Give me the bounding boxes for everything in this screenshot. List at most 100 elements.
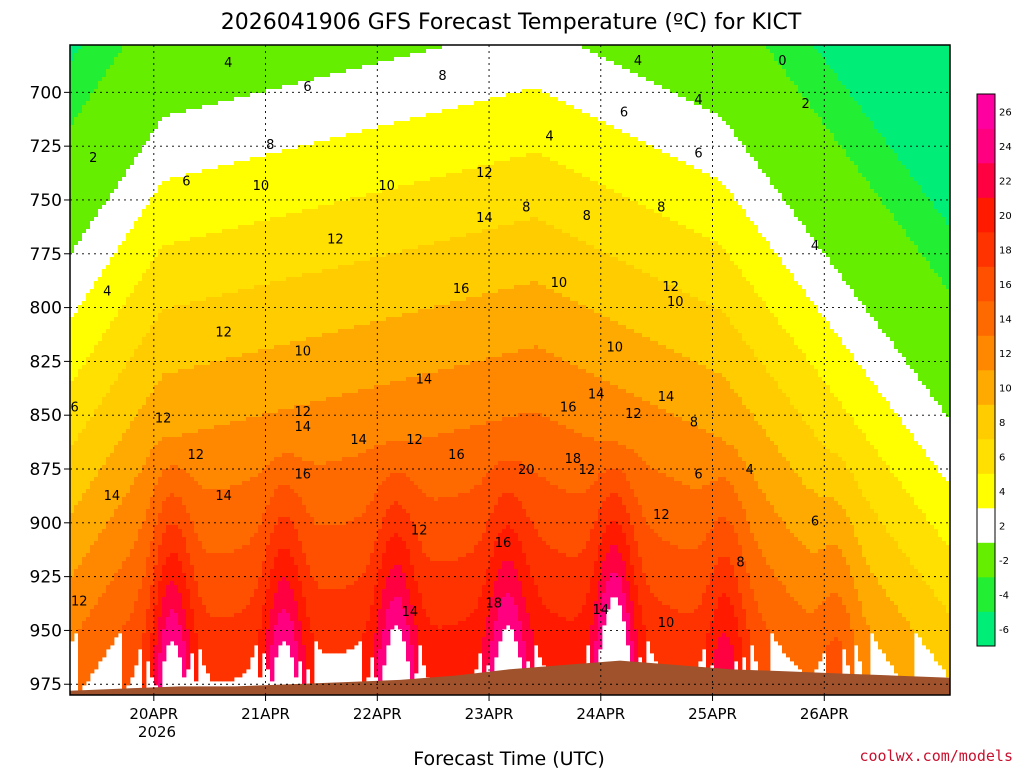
field-cell [370,449,375,502]
field-cell [658,345,663,410]
field-cell [694,169,699,234]
field-cell [454,625,459,690]
field-cell [702,485,707,542]
field-cell [566,429,571,494]
field-cell [694,489,699,550]
field-cell [426,45,431,50]
field-cell [758,45,763,170]
field-cell [718,117,723,182]
field-cell [90,609,95,674]
field-cell [558,617,563,682]
field-cell [810,553,815,614]
field-cell [338,73,343,138]
field-cell [70,253,75,318]
field-cell [366,621,371,678]
field-cell [718,557,723,598]
field-cell [794,345,799,410]
field-cell [110,581,115,646]
colorbar-tick-label: -6 [999,625,1009,636]
field-cell [486,357,491,422]
field-cell [558,229,563,294]
field-cell [366,129,371,194]
field-cell [474,169,479,234]
field-cell [674,93,679,158]
field-cell [946,613,950,678]
field-cell [198,597,203,650]
field-cell [526,565,531,614]
field-cell [450,237,455,302]
field-cell [630,201,635,266]
field-cell [162,45,167,118]
isotherm-label: 12 [71,594,88,609]
field-cell [714,565,719,610]
field-cell [534,413,539,474]
field-cell [178,625,183,658]
field-cell [742,509,747,562]
field-cell [386,385,391,442]
colorbar-swatch [977,94,995,129]
field-cell [266,505,271,546]
field-cell [130,549,135,614]
field-cell [318,401,323,466]
field-cell [274,557,279,594]
field-cell [662,153,667,218]
field-cell [682,421,687,486]
field-cell [170,525,175,554]
field-cell [194,301,199,366]
field-cell [514,497,519,534]
field-cell [726,189,731,254]
field-cell [762,365,767,430]
field-cell [138,217,143,282]
field-cell [374,585,379,634]
field-cell [98,45,103,82]
isotherm-label: 6 [303,80,311,95]
field-cell [114,253,119,318]
field-cell [162,629,167,662]
field-cell [102,77,107,206]
field-cell [814,369,819,438]
field-cell [510,225,515,290]
field-cell [378,609,383,650]
field-cell [818,605,823,662]
credit-link[interactable]: coolwx.com/models [859,747,1013,765]
field-cell [714,609,719,650]
field-cell [810,429,815,490]
field-cell [502,493,507,530]
field-cell [286,45,291,86]
field-cell [606,553,611,582]
field-cell [450,561,455,626]
field-cell [298,541,303,582]
field-cell [690,165,695,230]
field-cell [386,477,391,510]
isotherm-label: 8 [690,416,698,431]
field-cell [742,341,747,406]
field-cell [626,265,631,330]
field-cell [710,305,715,370]
field-cell [918,45,923,186]
field-cell [214,553,219,618]
field-cell [614,193,619,258]
field-cell [302,209,307,274]
field-cell [498,569,503,606]
field-cell [374,257,379,322]
field-cell [862,305,867,370]
field-cell [390,253,395,318]
field-cell [746,629,751,682]
field-cell [346,133,351,202]
field-cell [82,365,87,430]
field-cell [738,141,743,206]
field-cell [570,493,575,558]
field-cell [554,161,559,230]
field-cell [786,77,791,206]
field-cell [914,441,919,506]
field-cell [354,581,359,646]
field-cell [870,381,875,446]
field-cell [74,53,79,118]
field-cell [718,637,723,678]
field-cell [582,49,587,114]
field-cell [450,301,455,370]
field-cell [390,601,395,630]
field-cell [638,269,643,334]
